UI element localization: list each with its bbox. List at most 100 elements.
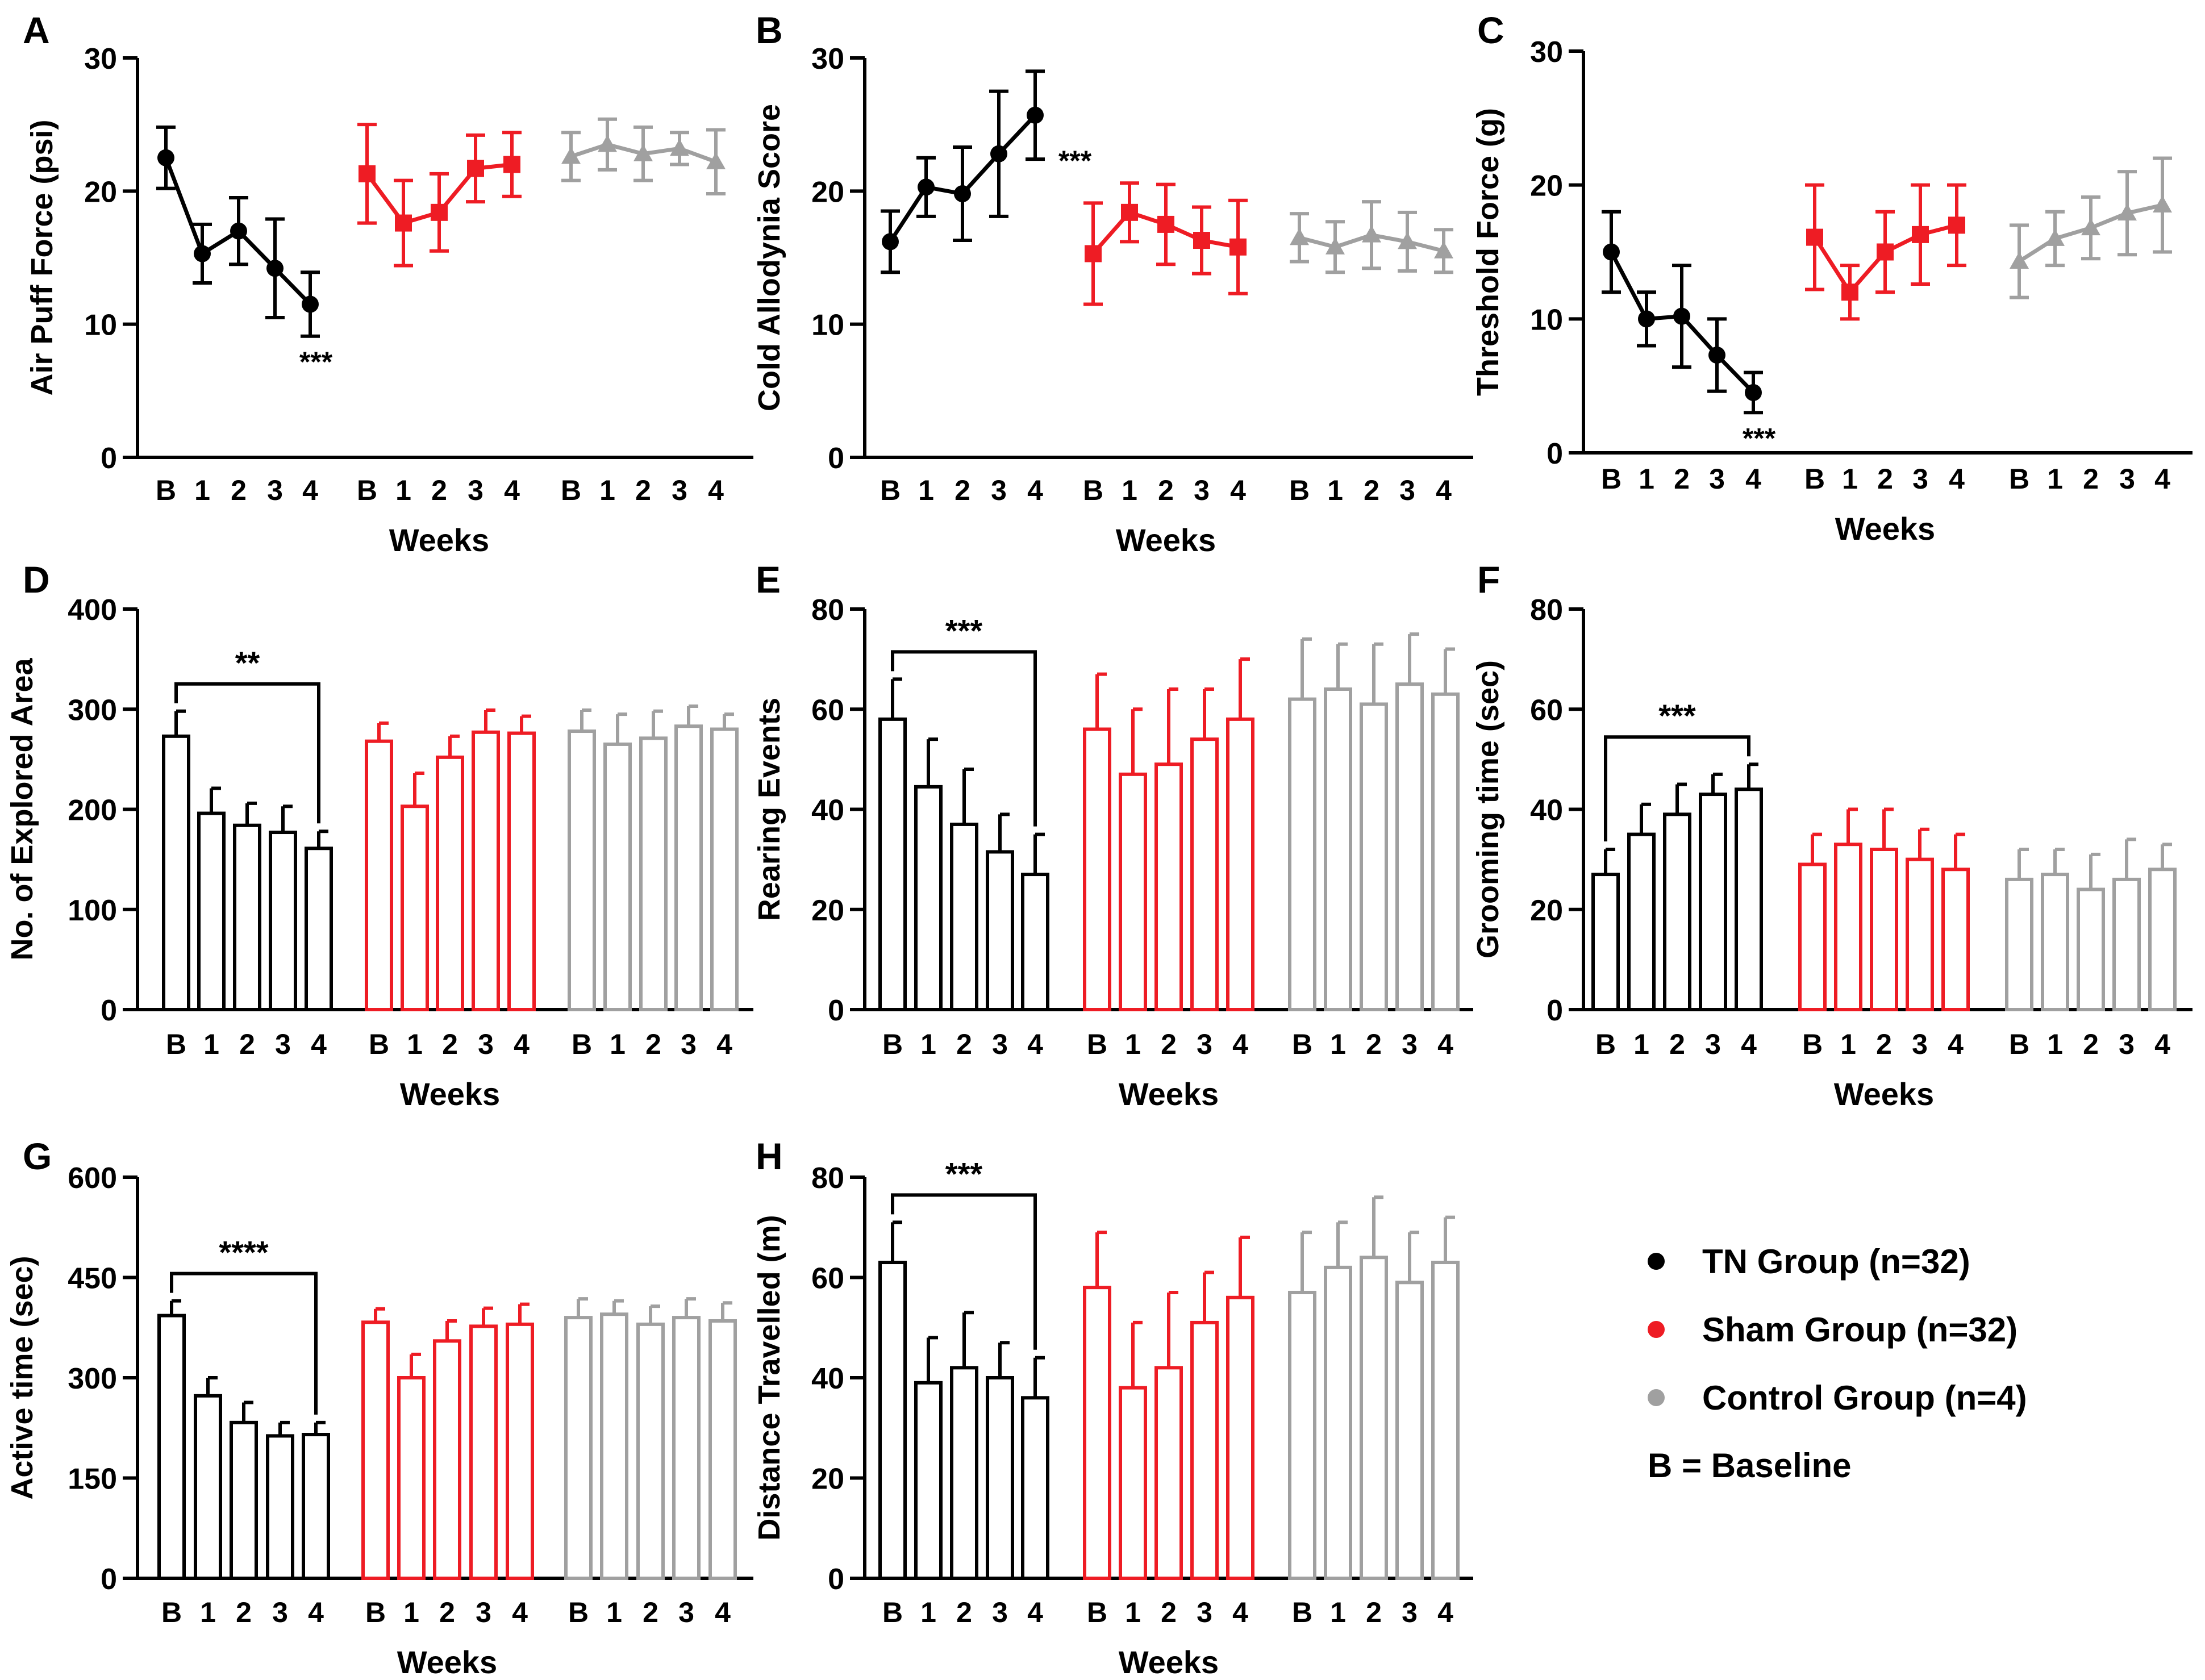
bar-sham-h bbox=[1119, 1386, 1147, 1580]
bar-control-f bbox=[2005, 877, 2033, 1011]
x-tick-label-c: 2 bbox=[2083, 463, 2099, 495]
y-tick-label-g: 600 bbox=[68, 1162, 117, 1195]
data-point-control-b bbox=[1398, 232, 1417, 249]
data-point-sham-a bbox=[467, 160, 484, 177]
x-tick-label-d: B bbox=[166, 1028, 186, 1060]
panel-label-b: B bbox=[756, 9, 783, 51]
x-tick-label-c: 4 bbox=[1949, 463, 1965, 495]
x-tick-label-g: 1 bbox=[403, 1596, 419, 1628]
x-tick-label-g: 3 bbox=[678, 1596, 694, 1628]
bar-tn-e bbox=[914, 785, 943, 1011]
bar-tn-f bbox=[1591, 873, 1620, 1011]
x-tick-label-h: 4 bbox=[1232, 1596, 1248, 1628]
x-tick-label-b: B bbox=[1083, 474, 1103, 506]
bar-tn-f bbox=[1663, 812, 1691, 1011]
bar-control-d bbox=[639, 736, 668, 1012]
bar-control-g bbox=[600, 1312, 628, 1580]
data-point-sham-a bbox=[359, 165, 376, 182]
x-tick-label-c: 1 bbox=[1842, 463, 1858, 495]
x-tick-label-d: 3 bbox=[478, 1028, 494, 1060]
x-tick-label-f: 3 bbox=[1912, 1028, 1928, 1060]
y-tick-label-h: 40 bbox=[811, 1362, 844, 1395]
y-tick-label-e: 40 bbox=[811, 794, 844, 827]
bar-tn-h bbox=[986, 1376, 1014, 1580]
x-tick-label-f: B bbox=[1595, 1028, 1616, 1060]
significance-label-b: *** bbox=[1058, 145, 1092, 177]
x-tick-label-g: 3 bbox=[272, 1596, 288, 1628]
x-tick-label-b: 2 bbox=[1158, 474, 1174, 506]
data-point-sham-a bbox=[395, 214, 412, 232]
x-tick-label-h: 2 bbox=[1161, 1596, 1177, 1628]
x-tick-label-a: 2 bbox=[635, 474, 651, 506]
bar-sham-d bbox=[507, 731, 536, 1012]
x-tick-label-h: 1 bbox=[920, 1596, 936, 1628]
y-tick-label-d: 100 bbox=[68, 894, 117, 927]
bar-tn-h bbox=[1021, 1396, 1049, 1581]
x-tick-label-a: 4 bbox=[302, 474, 318, 506]
panel-label-d: D bbox=[23, 558, 50, 601]
bar-sham-h bbox=[1083, 1286, 1111, 1580]
x-tick-label-f: B bbox=[1802, 1028, 1823, 1060]
data-point-sham-a bbox=[503, 156, 520, 173]
x-tick-label-a: 3 bbox=[672, 474, 687, 506]
x-tick-label-e: 2 bbox=[956, 1028, 972, 1060]
x-tick-label-g: 3 bbox=[476, 1596, 491, 1628]
data-point-control-a bbox=[670, 139, 689, 156]
data-point-tn-b bbox=[1027, 106, 1044, 124]
x-tick-label-d: 1 bbox=[407, 1028, 423, 1060]
x-tick-label-h: 3 bbox=[1197, 1596, 1212, 1628]
data-point-tn-b bbox=[990, 145, 1007, 162]
x-tick-label-d: 2 bbox=[645, 1028, 661, 1060]
x-tick-label-d: 4 bbox=[514, 1028, 530, 1060]
x-axis-title-d: Weeks bbox=[400, 1076, 500, 1112]
y-tick-label-e: 60 bbox=[811, 694, 844, 727]
bar-tn-e bbox=[986, 850, 1014, 1011]
x-axis-title-b: Weeks bbox=[1116, 522, 1216, 558]
significance-label-a: *** bbox=[299, 346, 333, 378]
y-tick-label-d: 200 bbox=[68, 794, 117, 827]
y-axis-title-b: Cold Allodynia Score bbox=[752, 104, 786, 411]
bar-control-f bbox=[2148, 868, 2177, 1011]
bar-tn-d bbox=[305, 847, 333, 1012]
significance-label-f: *** bbox=[1658, 698, 1696, 733]
bar-sham-f bbox=[1906, 857, 1934, 1011]
x-tick-label-a: 4 bbox=[708, 474, 724, 506]
y-tick-label-d: 300 bbox=[68, 694, 117, 727]
data-point-control-a bbox=[561, 147, 581, 164]
bar-control-h bbox=[1288, 1290, 1316, 1581]
x-tick-label-b: 2 bbox=[954, 474, 970, 506]
y-axis-title-g: Active time (sec) bbox=[5, 1256, 39, 1499]
significance-label-g: **** bbox=[219, 1235, 268, 1270]
bar-control-h bbox=[1431, 1261, 1460, 1580]
x-tick-label-h: 3 bbox=[992, 1596, 1008, 1628]
legend-baseline-note: B = Baseline bbox=[1648, 1446, 1852, 1485]
y-tick-label-e: 0 bbox=[828, 994, 844, 1027]
x-tick-label-e: 2 bbox=[1161, 1028, 1177, 1060]
x-tick-label-c: 4 bbox=[2154, 463, 2170, 495]
x-tick-label-g: 1 bbox=[200, 1596, 216, 1628]
x-tick-label-f: 2 bbox=[1669, 1028, 1685, 1060]
x-tick-label-a: 3 bbox=[468, 474, 483, 506]
x-tick-label-b: 3 bbox=[1399, 474, 1415, 506]
data-point-control-a bbox=[633, 144, 653, 161]
x-tick-label-e: 3 bbox=[1197, 1028, 1212, 1060]
y-tick-label-e: 20 bbox=[811, 894, 844, 927]
data-point-control-c bbox=[2153, 195, 2172, 213]
x-tick-label-e: 3 bbox=[1402, 1028, 1418, 1060]
data-point-control-b bbox=[1434, 241, 1453, 259]
x-tick-label-f: 1 bbox=[2047, 1028, 2063, 1060]
data-point-sham-b bbox=[1229, 238, 1247, 256]
panel-label-a: A bbox=[23, 9, 50, 51]
x-tick-label-h: B bbox=[882, 1596, 903, 1628]
x-tick-label-h: 2 bbox=[956, 1596, 972, 1628]
x-tick-label-b: 1 bbox=[1122, 474, 1137, 506]
x-tick-label-f: 4 bbox=[2154, 1028, 2170, 1060]
x-tick-label-g: 2 bbox=[236, 1596, 252, 1628]
x-tick-label-e: 4 bbox=[1232, 1028, 1248, 1060]
x-axis-title-c: Weeks bbox=[1835, 511, 1935, 547]
